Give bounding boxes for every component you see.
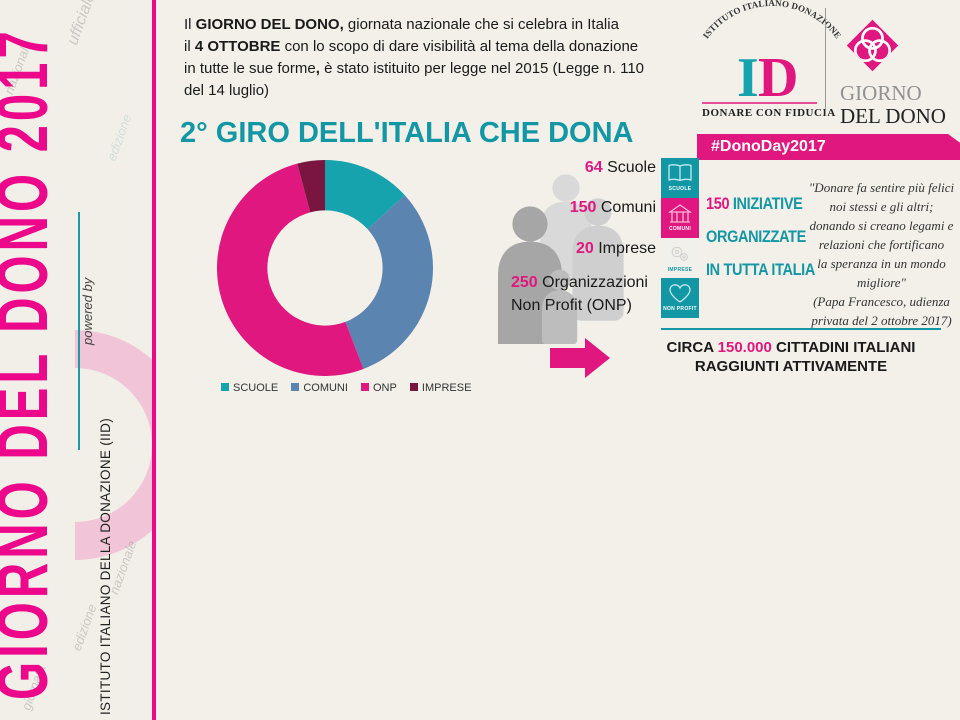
svg-text:D: D	[758, 47, 798, 109]
svg-text:ISTITUTO ITALIANO DONAZIONE: ISTITUTO ITALIANO DONAZIONE	[701, 0, 844, 40]
svg-text:I: I	[737, 47, 759, 109]
